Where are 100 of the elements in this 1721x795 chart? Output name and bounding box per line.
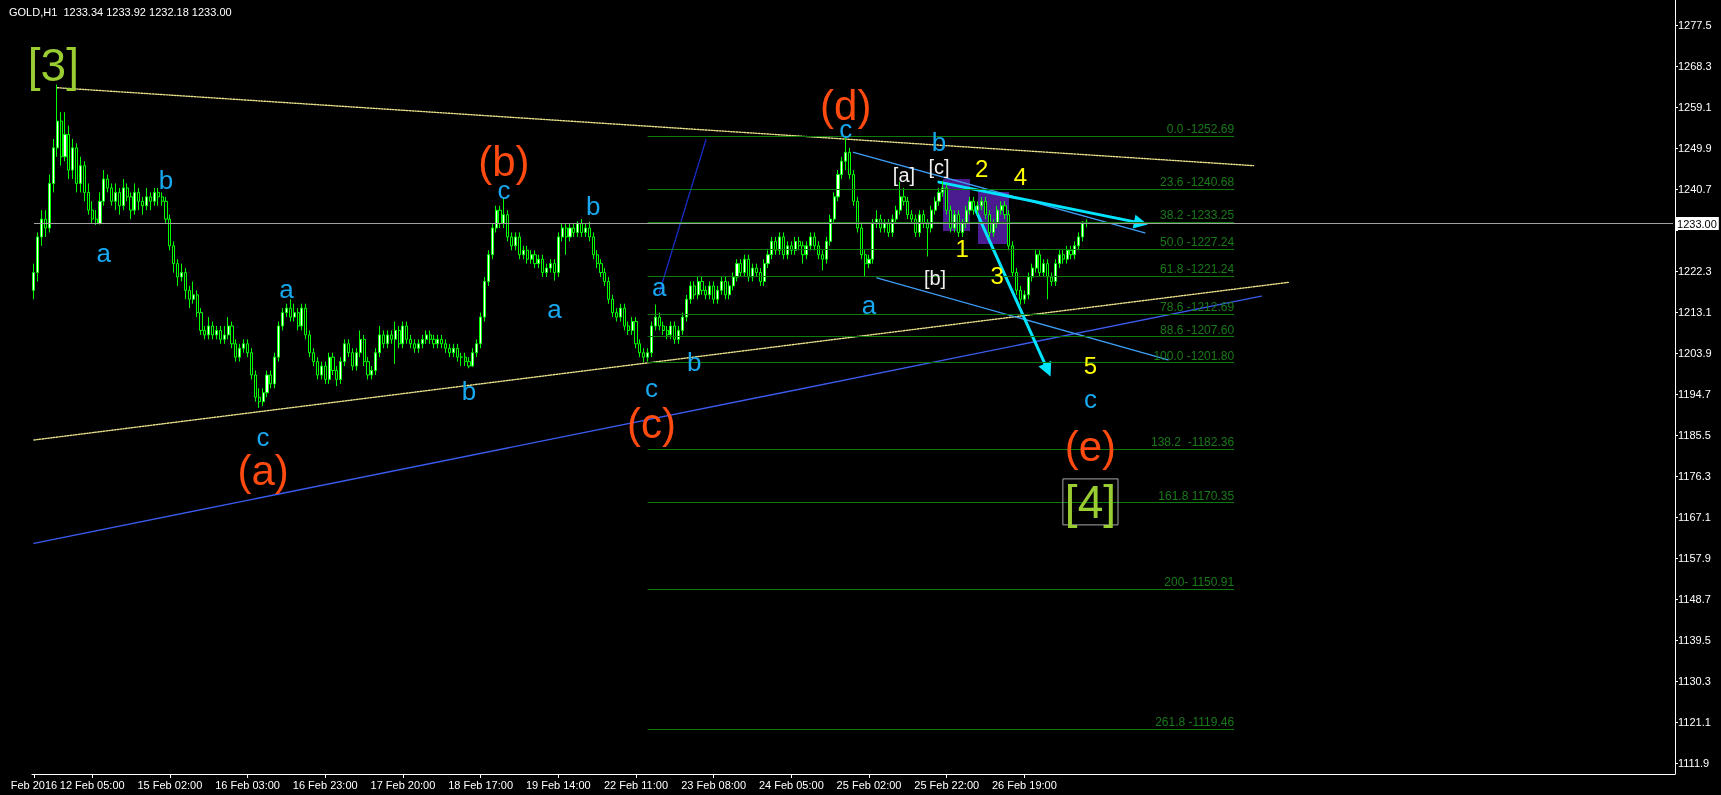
y-tick-label: 1240.7 xyxy=(1678,183,1712,196)
candlestick xyxy=(743,254,746,278)
candlestick xyxy=(887,218,890,238)
candlestick xyxy=(724,276,727,300)
candlestick xyxy=(211,321,214,340)
candlestick xyxy=(976,200,979,216)
candlestick xyxy=(145,187,148,211)
annotation: 261.8 -1119.46 xyxy=(1155,715,1235,730)
annotation: 200- 1150.91 xyxy=(1164,575,1235,590)
candlestick xyxy=(394,321,397,365)
candlestick xyxy=(432,334,436,349)
candlestick xyxy=(693,280,696,300)
candlestick xyxy=(207,316,210,340)
annotation: b xyxy=(158,164,174,195)
candlestick xyxy=(122,178,125,211)
y-tick-label: 1121.1 xyxy=(1678,715,1711,728)
candlestick xyxy=(541,254,544,278)
candlestick xyxy=(584,223,587,238)
y-tick-label: 1167.1 xyxy=(1678,511,1711,524)
candlestick xyxy=(289,298,292,323)
y-tick-label: 1203.9 xyxy=(1678,347,1712,360)
annotation: a xyxy=(279,273,295,304)
candlestick xyxy=(782,231,785,260)
x-tick-label: 17 Feb 20:00 xyxy=(370,778,436,791)
candlestick xyxy=(774,236,777,256)
annotation: 4 xyxy=(1013,162,1028,190)
annotation: c xyxy=(1083,383,1097,414)
y-tick-label: 1259.1 xyxy=(1678,101,1712,114)
annotation: 161.8 1170.35 xyxy=(1158,488,1235,503)
x-tick-label: 19 Feb 14:00 xyxy=(525,778,591,791)
x-tick-label: 12 Feb 05:00 xyxy=(59,778,125,791)
candlestick xyxy=(452,343,455,358)
y-tick-label: 1249.9 xyxy=(1678,142,1712,155)
x-tick-label: 16 Feb 03:00 xyxy=(215,778,280,791)
candlestick xyxy=(448,343,451,358)
candlestick xyxy=(320,361,323,380)
annotation: a xyxy=(96,237,112,268)
candlestick xyxy=(456,343,459,363)
y-tick-label: 1194.7 xyxy=(1678,388,1711,401)
annotation: 61.8 -1221.24 xyxy=(1160,261,1235,276)
y-tick-label: 1148.7 xyxy=(1678,592,1711,605)
candlestick xyxy=(747,254,750,282)
annotation: 138.2 -1182.36 xyxy=(1150,435,1235,450)
annotation: 38.2 -1233.25 xyxy=(1160,208,1235,223)
candlestick xyxy=(712,280,715,305)
candlestick xyxy=(794,236,797,256)
candlestick xyxy=(133,182,136,216)
x-tick-label: 22 Feb 11:00 xyxy=(603,778,668,791)
x-tick-label: 15 Feb 02:00 xyxy=(137,778,203,791)
y-tick-label: 1139.5 xyxy=(1678,633,1711,646)
candlestick xyxy=(871,218,874,265)
annotation: [c] xyxy=(928,155,950,178)
y-tick-label: 1213.1 xyxy=(1678,306,1712,319)
y-tick-label: 1176.3 xyxy=(1678,470,1711,483)
candlestick xyxy=(444,338,447,354)
y-tick-label: 1130.3 xyxy=(1678,674,1711,687)
candlestick xyxy=(918,209,921,238)
candlestick xyxy=(417,338,420,354)
annotation: 0.0 -1252.69 xyxy=(1166,121,1235,136)
candlestick xyxy=(137,187,140,211)
annotation: [a] xyxy=(892,163,916,186)
candlestick xyxy=(157,187,160,207)
candlestick xyxy=(386,329,389,349)
y-tick-label: 1268.3 xyxy=(1678,60,1712,73)
candlestick xyxy=(533,249,537,269)
y-tick-label: 1277.5 xyxy=(1678,19,1712,32)
candlestick xyxy=(739,258,742,278)
candlestick xyxy=(1069,245,1073,260)
candlestick xyxy=(421,334,424,349)
candlestick xyxy=(149,191,152,211)
candlestick xyxy=(436,334,439,349)
candlestick xyxy=(518,231,521,260)
candlestick xyxy=(700,276,704,296)
x-tick-label: 25 Feb 22:00 xyxy=(914,778,980,791)
x-tick-label: 25 Feb 02:00 xyxy=(836,778,902,791)
candlestick xyxy=(464,352,467,367)
annotation: 3 xyxy=(990,262,1004,290)
candlestick xyxy=(153,187,156,207)
candlestick xyxy=(215,325,218,340)
candlestick xyxy=(114,182,117,211)
candlestick xyxy=(972,196,975,216)
annotation: 2 xyxy=(975,155,989,183)
candlestick xyxy=(883,218,886,233)
annotation: 100.0 -1201.80 xyxy=(1153,348,1235,363)
annotation: 88.6 -1207.60 xyxy=(1160,322,1235,337)
candlestick xyxy=(565,223,568,256)
candlestick xyxy=(697,276,700,300)
candlestick xyxy=(572,223,575,238)
candlestick xyxy=(238,343,241,363)
y-tick-label: 1222.3 xyxy=(1678,265,1712,278)
candlestick xyxy=(405,321,408,345)
candlestick xyxy=(440,334,443,349)
candlestick xyxy=(530,249,533,265)
candlestick xyxy=(623,303,626,331)
x-tick-label: Feb 2016 xyxy=(10,778,58,791)
annotation: a xyxy=(652,271,668,302)
candlestick xyxy=(413,338,416,354)
x-tick-label: 16 Feb 23:00 xyxy=(292,778,358,791)
candlestick xyxy=(1038,249,1041,278)
text: GOLD,H1 1233.34 1233.92 1232.18 1233.00 xyxy=(9,5,232,18)
